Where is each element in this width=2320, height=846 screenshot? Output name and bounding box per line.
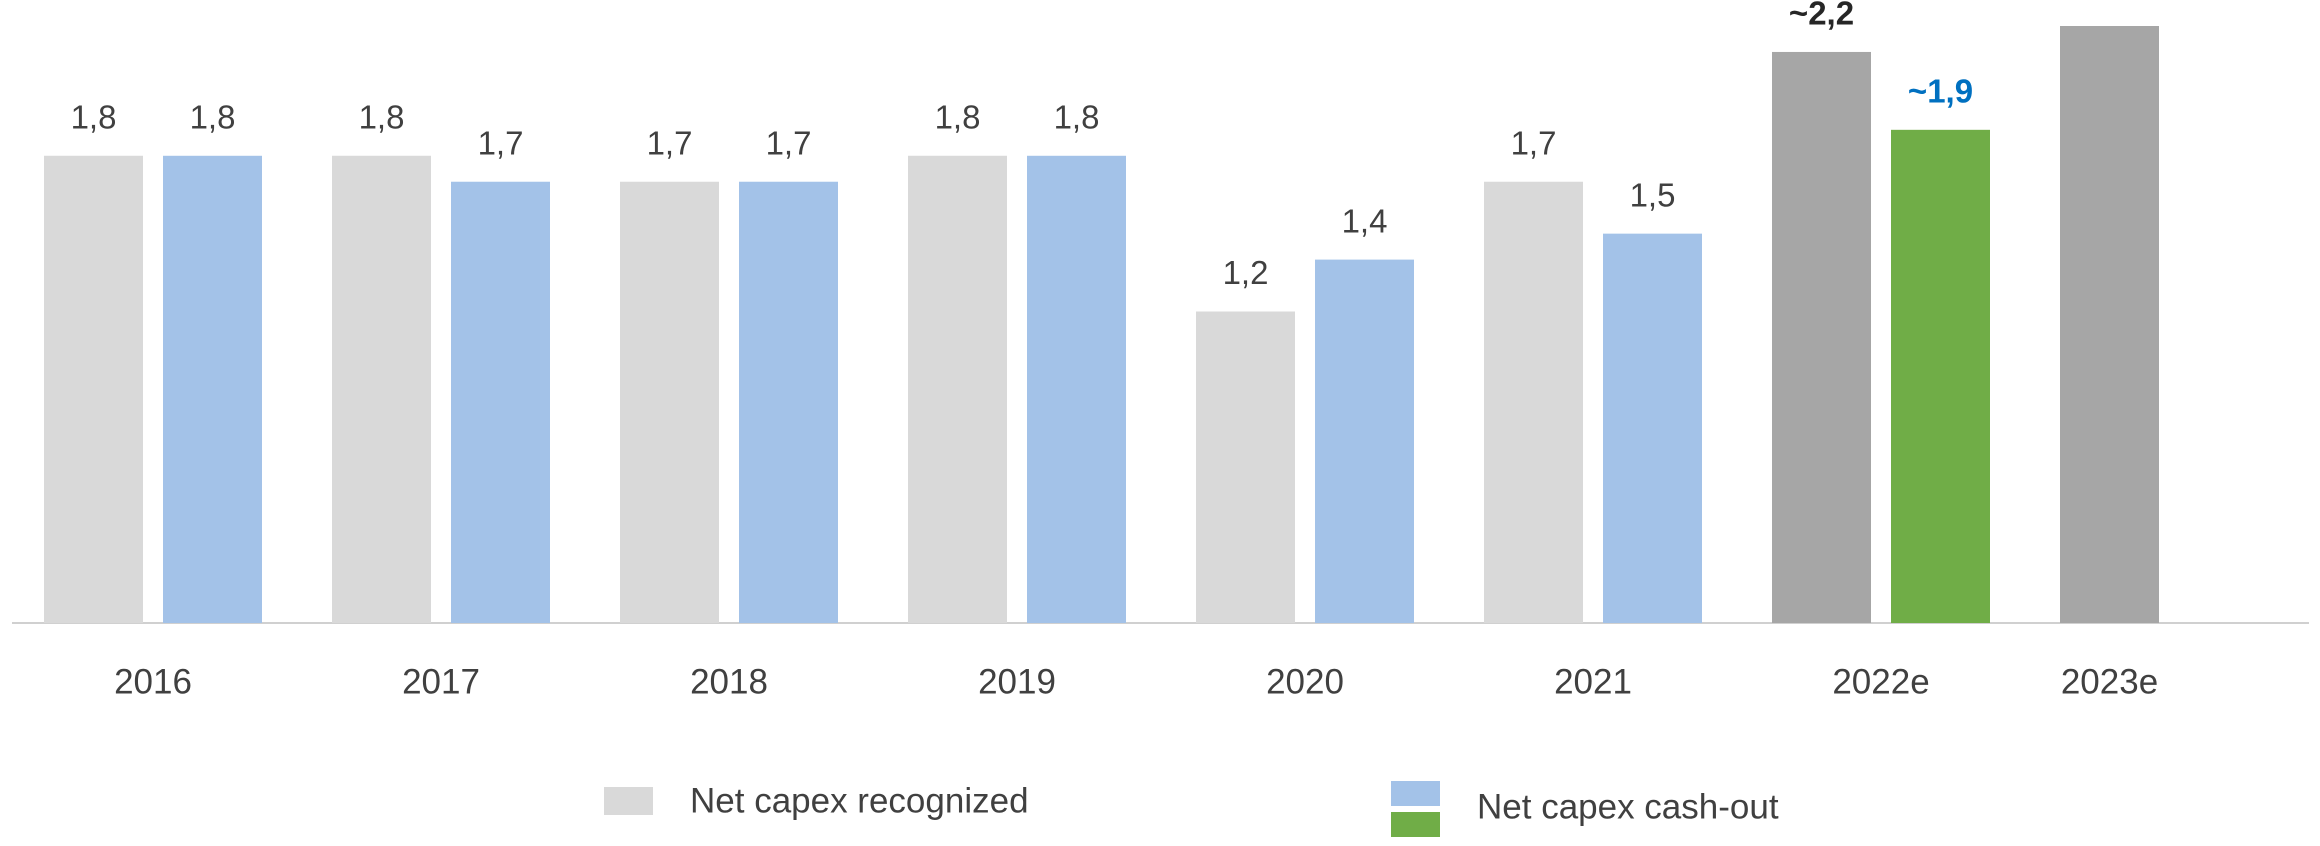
data-label: 1,8: [935, 99, 981, 136]
x-tick-label: 2023e: [2061, 662, 2158, 701]
data-label: ~2,2: [1789, 0, 1854, 32]
legend-swatch: [1391, 781, 1440, 806]
bar: [2060, 26, 2159, 623]
data-label: 1,7: [478, 124, 524, 161]
x-tick-label: 2016: [114, 662, 192, 701]
bar: [620, 181, 719, 623]
legend-label: Net capex cash-out: [1477, 787, 1779, 826]
x-tick-label: 2017: [402, 662, 480, 701]
legend-swatch: [1391, 812, 1440, 837]
bar: [451, 181, 550, 623]
bar: [332, 155, 431, 624]
x-tick-label: 2021: [1554, 662, 1632, 701]
data-label: 1,2: [1223, 254, 1269, 291]
x-tick-label: 2020: [1266, 662, 1344, 701]
bar: [1315, 259, 1414, 623]
data-label: 1,8: [359, 99, 405, 136]
data-label: 1,4: [1342, 202, 1388, 239]
data-label: 1,7: [766, 124, 812, 161]
bar: [1027, 155, 1126, 624]
bar: [1196, 311, 1295, 623]
legend-swatch: [604, 787, 653, 815]
x-tick-label: 2018: [690, 662, 768, 701]
data-label: 1,5: [1630, 176, 1676, 213]
data-label: 1,7: [1511, 124, 1557, 161]
bar: [44, 155, 143, 624]
bar: [908, 155, 1007, 624]
data-label: ~1,9: [1908, 73, 1973, 110]
data-label: 1,8: [1054, 99, 1100, 136]
bar: [1772, 51, 1871, 623]
x-tick-label: 2019: [978, 662, 1056, 701]
bar: [1603, 233, 1702, 624]
data-label: 1,8: [190, 99, 236, 136]
x-tick-label: 2022e: [1832, 662, 1929, 701]
data-label: 1,8: [71, 99, 117, 136]
legend-label: Net capex recognized: [690, 781, 1029, 820]
bar: [163, 155, 262, 624]
bar: [1484, 181, 1583, 623]
bar: [739, 181, 838, 623]
data-label: 1,7: [647, 124, 693, 161]
bar: [1891, 129, 1990, 623]
